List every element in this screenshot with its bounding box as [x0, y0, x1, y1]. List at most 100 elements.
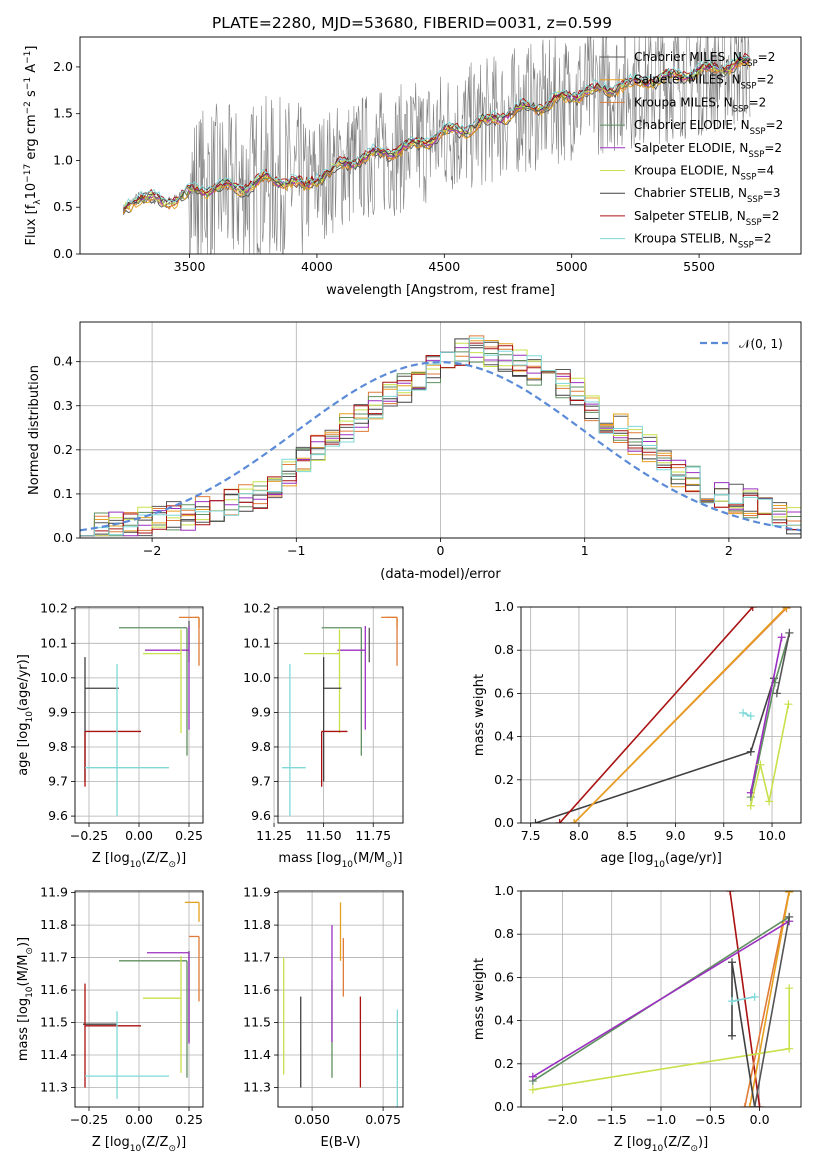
weight-point-marker — [746, 747, 755, 756]
weight-point-marker — [746, 801, 755, 810]
weight-point-marker — [785, 984, 794, 993]
weight-point-marker — [785, 912, 794, 921]
x-axis-label: E(B-V) — [320, 1135, 360, 1150]
x-tick-label: −0.5 — [695, 1112, 725, 1127]
x-axis-label: (data-model)/error — [380, 567, 501, 582]
y-tick-label: 0.6 — [494, 685, 514, 700]
x-axis-label: mass [log10(M/M⊙)] — [278, 851, 402, 870]
y-tick-label: 10.1 — [243, 635, 271, 650]
x-tick-label: 1 — [581, 543, 589, 558]
weight-series-line — [748, 891, 790, 1107]
y-tick-label: 11.4 — [243, 1047, 271, 1062]
y-tick-label: 0.2 — [53, 442, 73, 457]
x-tick-label: 5000 — [556, 259, 588, 274]
y-tick-label: 9.9 — [48, 704, 68, 719]
x-axis-label: age [log10(age/yr)] — [600, 851, 722, 870]
y-tick-label: 9.9 — [251, 704, 271, 719]
x-tick-label: 0.25 — [175, 1112, 203, 1127]
y-tick-label: 0.3 — [53, 398, 73, 413]
x-tick-label: 0.25 — [175, 828, 203, 843]
weight-series-line — [559, 607, 754, 823]
weight-series-line — [573, 607, 788, 823]
figure-title: PLATE=2280, MJD=53680, FIBERID=0031, z=0… — [212, 14, 612, 32]
age-vs-mass-panel: 11.25 11.50 11.75 9.6 9.7 9.8 9.9 10.0 10.1 10.2 m… — [243, 601, 404, 870]
x-tick-label: 9.5 — [714, 828, 734, 843]
legend-entry: Kroupa STELIB, NSSP=2 — [634, 232, 772, 251]
x-axis-label: Z [log10(Z/Z⊙)] — [92, 851, 186, 870]
plot-frame — [79, 36, 802, 255]
y-tick-label: 11.8 — [40, 917, 68, 932]
weight-series-line — [731, 996, 755, 1002]
weight-series-line — [753, 916, 790, 1107]
y-tick-label: 11.6 — [40, 982, 68, 997]
y-tick-label: 9.8 — [48, 739, 68, 754]
y-tick-label: 11.6 — [243, 982, 271, 997]
weight-point-marker — [750, 1103, 759, 1107]
weight-point-marker — [785, 628, 794, 637]
weight-point-marker — [740, 1103, 749, 1107]
x-tick-label: −2.0 — [547, 1112, 577, 1127]
y-tick-label: 0.0 — [53, 530, 73, 545]
weight-point-marker — [528, 1085, 537, 1094]
weight-lines — [531, 607, 794, 823]
weight-point-marker — [785, 891, 794, 897]
y-axis-label: Flux [fλ10−17 erg cm−2 s−1 A−1] — [23, 46, 43, 246]
legend-entry: Kroupa MILES, NSSP=2 — [634, 95, 766, 114]
y-tick-label: 0.0 — [494, 1099, 514, 1114]
x-tick-label: 9.0 — [666, 828, 686, 843]
y-tick-label: 11.7 — [243, 950, 271, 965]
y-tick-label: 9.6 — [251, 808, 271, 823]
y-tick-label: 11.7 — [40, 950, 68, 965]
x-tick-label: 0 — [437, 543, 445, 558]
y-tick-label: 9.7 — [48, 774, 68, 789]
x-tick-label: 11.25 — [256, 828, 292, 843]
y-tick-label: 0.2 — [494, 772, 514, 787]
y-tick-label: 0.5 — [53, 199, 73, 214]
legend-entry: Chabrier STELIB, NSSP=3 — [634, 186, 781, 205]
weight-point-marker — [739, 708, 748, 717]
weight-point-marker — [755, 1103, 764, 1107]
y-tick-label: 11.3 — [243, 1080, 271, 1095]
weight-series-line — [750, 637, 783, 793]
y-axis-label: mass weight — [472, 674, 487, 756]
y-tick-label: 0.0 — [494, 815, 514, 830]
y-tick-label: 11.5 — [40, 1015, 68, 1030]
y-tick-label: 2.0 — [53, 59, 73, 74]
weight-series-line — [532, 920, 790, 1078]
y-tick-label: 0.6 — [494, 969, 514, 984]
x-tick-label: −1 — [287, 543, 305, 558]
y-tick-label: 1.0 — [494, 599, 514, 614]
weight-point-marker — [727, 997, 736, 1006]
mass-vs-metallicity-panel: −0.25 0.00 0.25 11.3 11.4 11.5 11.6 11.7 11.8 11.… — [16, 885, 204, 1154]
weight-vs-metallicity-panel: −2.0 −1.5 −1.0 −0.5 0.0 0.0 0.2 0.4 0.6 0.8 1.0 Z [… — [472, 883, 802, 1154]
y-axis-label: mass [log10(M/M⊙)] — [16, 937, 35, 1061]
legend-entry: Salpeter ELODIE, NSSP=2 — [634, 141, 782, 160]
y-tick-label: 10.0 — [40, 670, 68, 685]
weight-point-marker — [785, 1044, 794, 1053]
legend-entry: Kroupa ELODIE, NSSP=4 — [634, 164, 774, 183]
x-tick-label: 10.0 — [758, 828, 786, 843]
y-tick-label: 9.6 — [48, 808, 68, 823]
y-tick-label: 11.9 — [40, 885, 68, 900]
y-tick-label: 0.8 — [494, 926, 514, 941]
y-axis-label: age [log10(age/yr)] — [16, 654, 35, 776]
weight-point-marker — [756, 760, 765, 769]
x-axis-label: Z [log10(Z/Z⊙)] — [614, 1135, 708, 1154]
y-tick-label: 9.8 — [251, 739, 271, 754]
y-tick-label: 0.1 — [53, 486, 73, 501]
x-tick-label: 2 — [725, 543, 733, 558]
y-tick-label: 11.5 — [243, 1015, 271, 1030]
model-spectrum-line — [123, 53, 751, 208]
age-vs-metallicity-panel: −0.25 0.00 0.25 9.6 9.7 9.8 9.9 10.0 10.1 10.2 Z [… — [16, 601, 204, 870]
plot-frame — [277, 606, 404, 824]
weight-point-marker — [570, 819, 579, 823]
legend-entry: Chabrier ELODIE, NSSP=2 — [634, 118, 783, 137]
weight-point-marker — [750, 992, 759, 1001]
x-tick-label: 11.50 — [306, 828, 342, 843]
x-tick-label: 11.75 — [355, 828, 391, 843]
weight-point-marker — [531, 819, 540, 823]
weight-lines — [528, 891, 794, 1107]
normal-curve — [79, 360, 802, 532]
weight-series-line — [776, 632, 791, 694]
